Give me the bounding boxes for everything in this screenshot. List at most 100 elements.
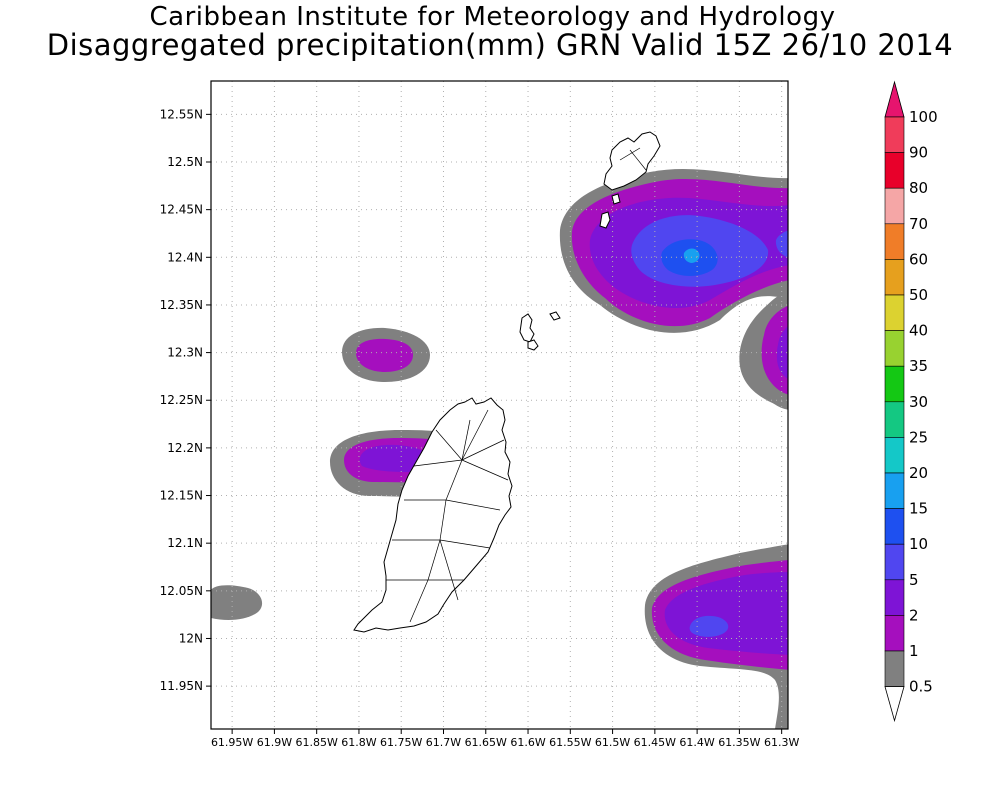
- colorbar-label: 70: [909, 215, 928, 233]
- river-line: [461, 419, 471, 461]
- precip-cell-e-purple: [777, 326, 788, 379]
- lat-tick-label: 12.45N: [160, 203, 203, 217]
- river-line: [427, 539, 441, 581]
- river-line: [413, 459, 463, 467]
- river-line: [461, 439, 505, 461]
- grenada-island: [353, 397, 513, 633]
- colorbar-swatch: [884, 365, 905, 403]
- colorbar-top-arrow: [884, 80, 905, 118]
- river-line: [461, 409, 489, 461]
- islet-5: [549, 311, 561, 321]
- colorbar-label: 40: [909, 322, 928, 340]
- colorbar-label: 15: [909, 500, 928, 518]
- islet-1: [519, 313, 535, 343]
- colorbar-legend: 100 90 80 70 60 50 40 35 30 25 20 15 10 5 2 1 0.5: [884, 80, 938, 723]
- lon-tick-label: 61.95W: [211, 736, 253, 749]
- lon-tick-label: 61.35W: [718, 736, 760, 749]
- islet-2: [527, 339, 539, 351]
- colorbar-swatch: [884, 294, 905, 331]
- grid-lines: [211, 81, 788, 729]
- colorbar-swatch: [884, 579, 905, 616]
- colorbar-label: 25: [909, 428, 928, 446]
- lon-tick-label: 61.5W: [595, 736, 630, 749]
- lat-tick-label: 12.25N: [160, 393, 203, 407]
- river-line: [435, 429, 463, 461]
- river-line: [445, 459, 463, 501]
- lat-tick-label: 12.55N: [160, 107, 203, 121]
- precip-cell-w-purple: [359, 444, 431, 472]
- colorbar-swatch: [884, 543, 905, 581]
- colorbar-swatch: [884, 650, 905, 687]
- colorbar-swatch: [884, 187, 905, 225]
- lat-tick-label: 12.3N: [167, 346, 203, 360]
- lon-tick-label: 61.75W: [380, 736, 422, 749]
- lat-tick-label: 12.1N: [167, 536, 203, 550]
- precip-cell-ne-edge-blue: [775, 230, 788, 258]
- lat-tick-label: 12.4N: [167, 250, 203, 264]
- latitude-axis: 12.55N 12.5N 12.45N 12.4N 12.35N 12.3N 12.25N 1…: [160, 107, 211, 693]
- colorbar-label: 100: [909, 108, 938, 126]
- river-line: [445, 499, 501, 511]
- colorbar-swatch: [884, 330, 905, 367]
- colorbar-swatch: [884, 437, 905, 474]
- colorbar-swatch: [884, 615, 905, 652]
- colorbar-label: 90: [909, 144, 928, 162]
- precip-cell-far-west-gray: [211, 585, 263, 620]
- colorbar-label: 5: [909, 571, 919, 589]
- colorbar-label: 30: [909, 393, 928, 411]
- lon-tick-label: 61.65W: [465, 736, 507, 749]
- colorbar-swatch: [884, 116, 905, 153]
- colorbar-swatch: [884, 223, 905, 260]
- lon-tick-label: 61.6W: [510, 736, 545, 749]
- precip-cell-small-magenta: [356, 338, 413, 372]
- lon-tick-label: 61.3W: [764, 736, 799, 749]
- lon-tick-label: 61.4W: [679, 736, 714, 749]
- lon-tick-label: 61.85W: [295, 736, 337, 749]
- chart-title-line2: Disaggregated precipitation(mm) GRN Vali…: [46, 28, 954, 62]
- longitude-axis: 61.95W 61.9W 61.85W 61.8W 61.75W 61.7W 61.65W 6…: [211, 729, 799, 749]
- lat-tick-label: 12.5N: [167, 155, 203, 169]
- colorbar-label: 0.5: [909, 678, 933, 696]
- lat-tick-label: 12.2N: [167, 441, 203, 455]
- colorbar-swatch: [884, 259, 905, 296]
- lat-tick-label: 12.15N: [160, 489, 203, 503]
- colorbar-swatch: [884, 472, 905, 509]
- lon-tick-label: 61.45W: [634, 736, 676, 749]
- river-line: [629, 149, 647, 171]
- colorbar-label: 2: [909, 606, 919, 624]
- colorbar-bottom-arrow: [884, 686, 905, 723]
- colorbar-swatch: [884, 401, 905, 438]
- river-line: [409, 579, 429, 623]
- islet-4: [611, 193, 621, 205]
- river-line: [461, 459, 509, 481]
- lat-tick-label: 12.05N: [160, 584, 203, 598]
- island-outlines: [353, 131, 661, 633]
- lon-tick-label: 61.8W: [341, 736, 376, 749]
- lon-tick-label: 61.9W: [257, 736, 292, 749]
- river-line: [439, 539, 491, 549]
- plot-frame: [210, 80, 789, 730]
- lat-tick-label: 12N: [179, 631, 203, 645]
- colorbar-label: 50: [909, 286, 928, 304]
- colorbar-label: 35: [909, 357, 928, 375]
- islet-3: [599, 211, 611, 229]
- precip-cell-ne-cyan: [683, 248, 700, 263]
- chart-title-line1: Caribbean Institute for Meteorology and …: [149, 2, 836, 32]
- river-line: [439, 539, 459, 601]
- colorbar-label: 60: [909, 250, 928, 268]
- colorbar-label: 1: [909, 642, 919, 660]
- colorbar-swatch: [884, 152, 905, 189]
- colorbar-swatch: [884, 508, 905, 545]
- colorbar-label: 20: [909, 464, 928, 482]
- lon-tick-label: 61.7W: [426, 736, 461, 749]
- carriacou-island: [603, 131, 661, 191]
- grenada-internal-lines: [386, 147, 647, 623]
- precip-cell-se-blue: [689, 615, 729, 637]
- river-line: [619, 147, 641, 161]
- lon-tick-label: 61.55W: [549, 736, 591, 749]
- river-line: [439, 499, 447, 541]
- lat-tick-label: 11.95N: [160, 679, 203, 693]
- lat-tick-label: 12.35N: [160, 298, 203, 312]
- colorbar-label: 10: [909, 535, 928, 553]
